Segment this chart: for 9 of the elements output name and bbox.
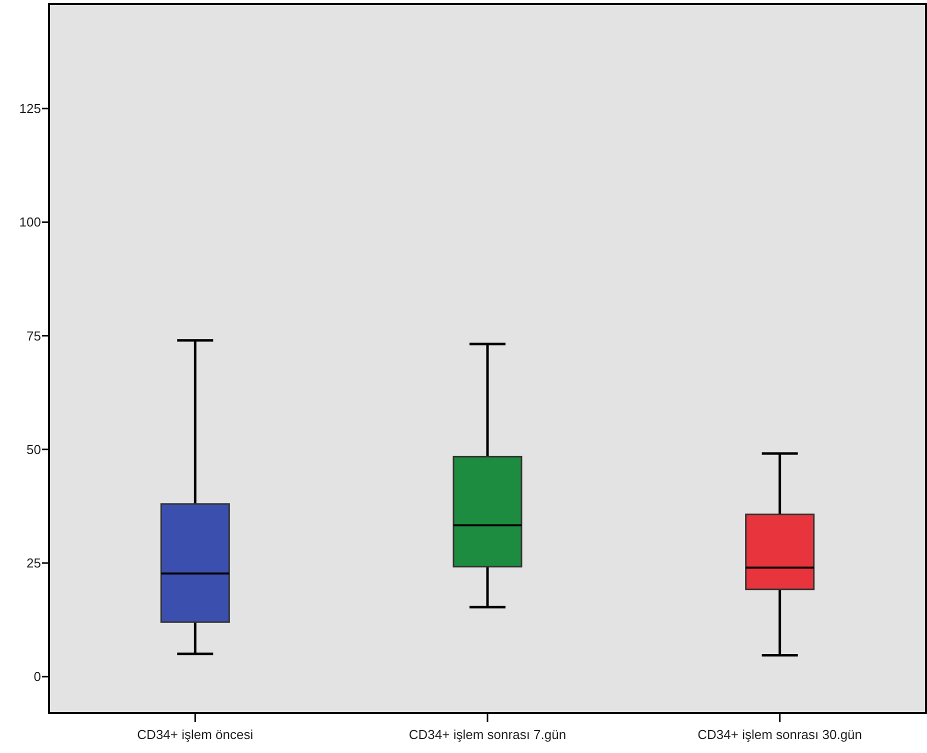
x-tick-label: CD34+ işlem öncesi — [137, 727, 254, 742]
y-tick-label: 0 — [34, 669, 41, 684]
y-tick-label: 75 — [26, 328, 41, 344]
y-tick-label: 50 — [26, 442, 41, 457]
y-tick-label: 100 — [19, 214, 41, 230]
x-tick-label: CD34+ işlem sonrası 7.gün — [408, 727, 566, 742]
y-tick-label: 25 — [26, 556, 41, 571]
x-tick-label: CD34+ işlem sonrası 30.gün — [698, 727, 862, 742]
y-tick-label: 125 — [19, 101, 41, 116]
